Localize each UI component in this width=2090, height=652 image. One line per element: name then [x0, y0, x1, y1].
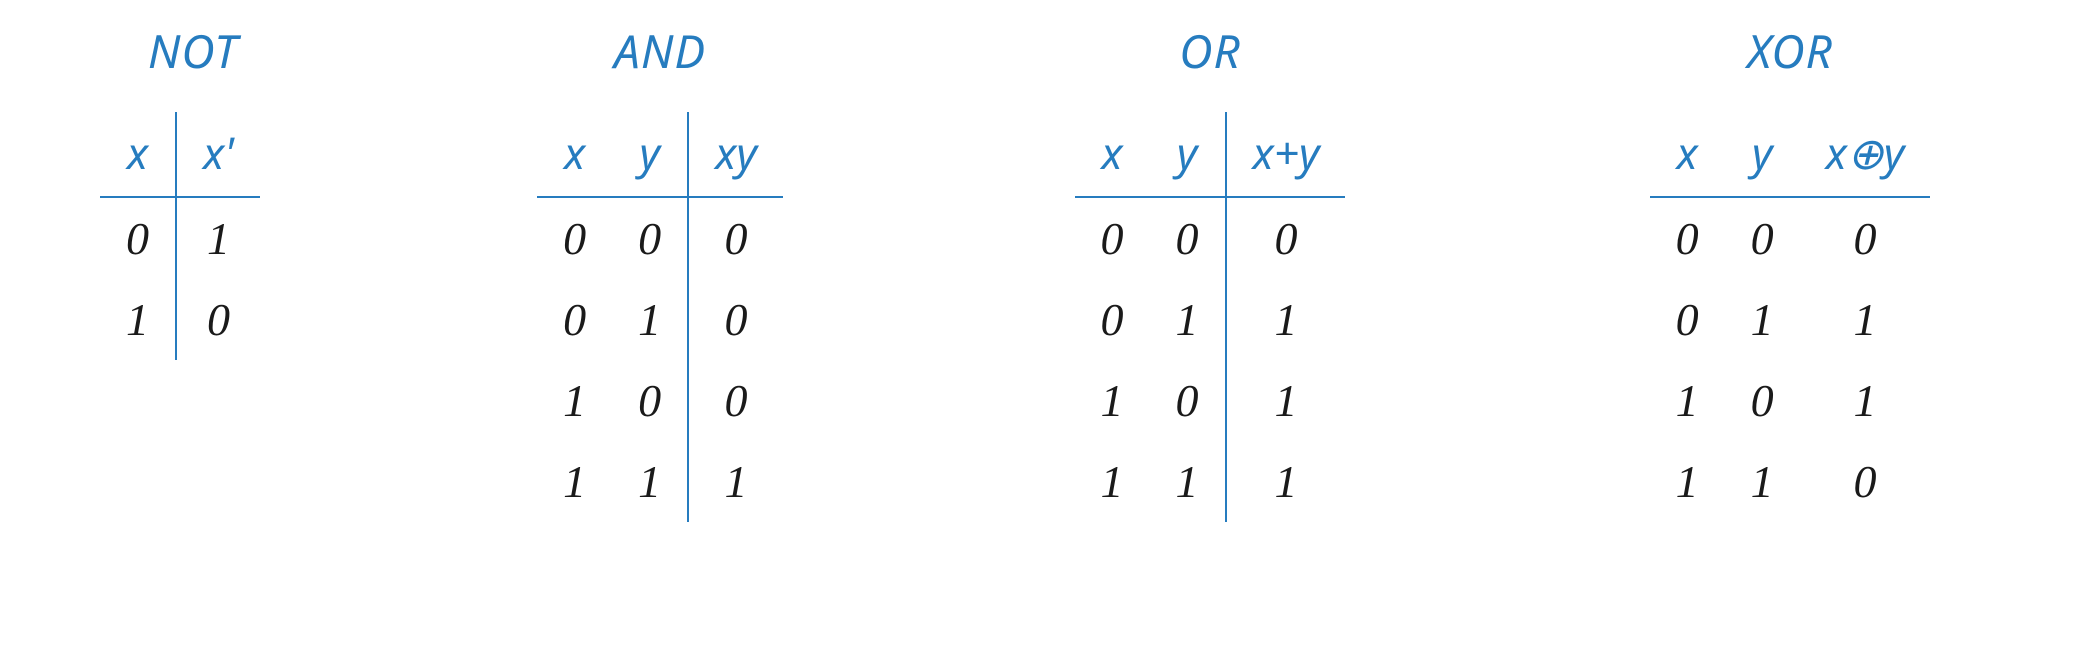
cell: 0	[176, 279, 260, 360]
cell: 0	[612, 197, 688, 279]
title-xor: XOR	[1747, 20, 1833, 82]
table-row: 1 0 1	[1075, 360, 1346, 441]
cell: 0	[1725, 197, 1800, 279]
col-header: x	[100, 112, 176, 197]
title-not: NOT	[148, 20, 238, 82]
cell: 1	[1800, 360, 1931, 441]
cell: 1	[1725, 279, 1800, 360]
cell: 1	[612, 441, 688, 522]
table-row: 1 1 1	[537, 441, 783, 522]
panel-and: AND x y xy 0 0 0 0 1 0	[470, 20, 850, 522]
table-row: 0 0 0	[1650, 197, 1931, 279]
cell: 1	[1800, 279, 1931, 360]
cell: 1	[612, 279, 688, 360]
title-and: AND	[614, 20, 706, 82]
table-row: 1 0 1	[1650, 360, 1931, 441]
cell: 0	[1150, 197, 1226, 279]
cell: 0	[1725, 360, 1800, 441]
cell: 1	[176, 197, 260, 279]
table-row: 0 0 0	[537, 197, 783, 279]
cell: 1	[1226, 279, 1346, 360]
panel-xor: XOR x y x⊕y 0 0 0 0 1 1	[1570, 20, 2010, 522]
col-header: y	[612, 112, 688, 197]
cell: 0	[1226, 197, 1346, 279]
table-row: 0 0 0	[1075, 197, 1346, 279]
cell: 1	[1150, 279, 1226, 360]
cell: 1	[1650, 360, 1725, 441]
cell: 0	[100, 197, 176, 279]
cell: 0	[1800, 197, 1931, 279]
table-row: 1 0 0	[537, 360, 783, 441]
cell: 1	[537, 360, 612, 441]
cell: 0	[688, 360, 783, 441]
cell: 1	[1075, 441, 1150, 522]
col-header: xy	[688, 112, 783, 197]
table-row: 0 1 1	[1650, 279, 1931, 360]
col-header: x	[537, 112, 612, 197]
panel-or: OR x y x+y 0 0 0 0 1 1	[1010, 20, 1410, 522]
table-row: 0 1 1	[1075, 279, 1346, 360]
col-header: y	[1725, 112, 1800, 197]
cell: 1	[537, 441, 612, 522]
cell: 0	[537, 197, 612, 279]
table-row: 1 1 1	[1075, 441, 1346, 522]
table-row: 1 1 0	[1650, 441, 1931, 522]
cell: 0	[612, 360, 688, 441]
cell: 0	[688, 279, 783, 360]
table-and: x y xy 0 0 0 0 1 0 1 0	[537, 112, 783, 522]
cell: 1	[1226, 360, 1346, 441]
cell: 0	[1150, 360, 1226, 441]
col-header: y	[1150, 112, 1226, 197]
table-or: x y x+y 0 0 0 0 1 1 1 0	[1075, 112, 1346, 522]
col-header: x	[1650, 112, 1725, 197]
cell: 1	[1650, 441, 1725, 522]
cell: 0	[1650, 197, 1725, 279]
cell: 1	[1150, 441, 1226, 522]
cell: 0	[1800, 441, 1931, 522]
cell: 0	[1075, 279, 1150, 360]
cell: 0	[1075, 197, 1150, 279]
cell: 0	[1650, 279, 1725, 360]
title-or: OR	[1179, 20, 1241, 82]
table-not: x x' 0 1 1 0	[100, 112, 260, 360]
table-row: 1 0	[100, 279, 260, 360]
cell: 1	[688, 441, 783, 522]
table-xor: x y x⊕y 0 0 0 0 1 1 1 0	[1650, 112, 1931, 522]
col-header: x+y	[1226, 112, 1346, 197]
cell: 1	[100, 279, 176, 360]
col-header: x⊕y	[1800, 112, 1931, 197]
cell: 1	[1075, 360, 1150, 441]
cell: 0	[537, 279, 612, 360]
panel-not: NOT x x' 0 1 1 0	[50, 20, 310, 360]
col-header: x	[1075, 112, 1150, 197]
cell: 1	[1725, 441, 1800, 522]
table-row: 0 1 0	[537, 279, 783, 360]
table-row: 0 1	[100, 197, 260, 279]
cell: 1	[1226, 441, 1346, 522]
col-header-text: x'	[203, 122, 234, 182]
truth-tables-row: NOT x x' 0 1 1 0	[0, 0, 2090, 652]
cell: 0	[688, 197, 783, 279]
col-header: x'	[176, 112, 260, 197]
